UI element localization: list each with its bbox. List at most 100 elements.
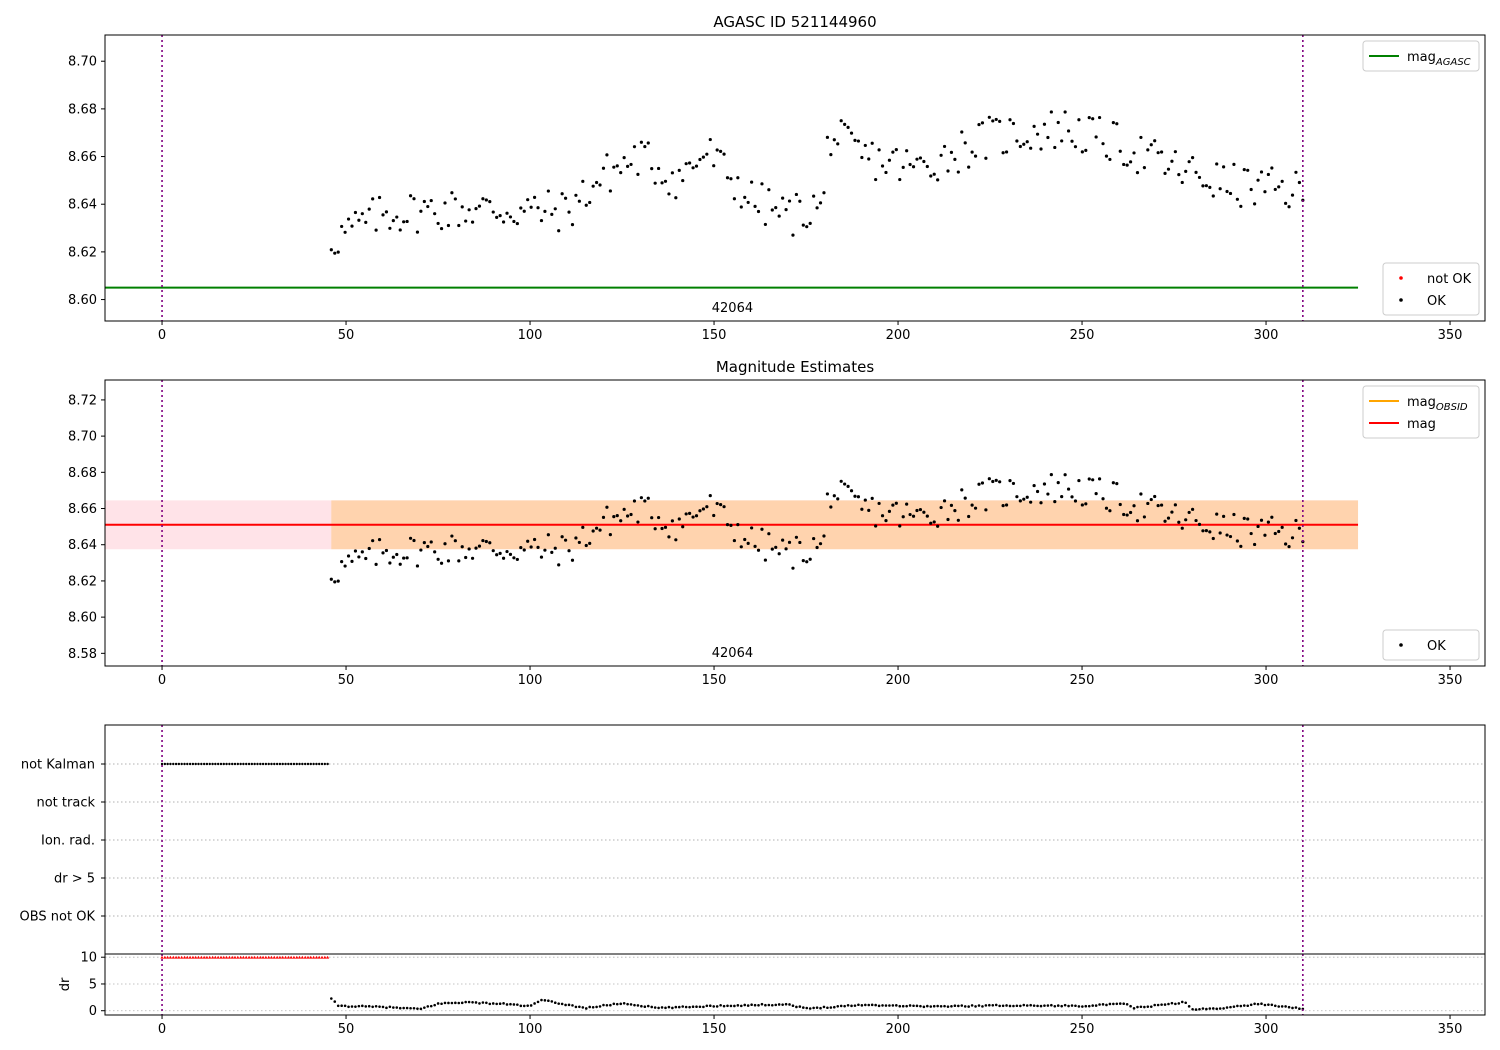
data-point (877, 148, 881, 152)
dr-point (595, 1005, 598, 1009)
dr-point (467, 1000, 471, 1004)
dr-point (340, 1004, 343, 1007)
data-point (484, 539, 488, 544)
dr-point (464, 1000, 467, 1004)
dr-point (846, 1003, 850, 1007)
data-point (1190, 507, 1195, 511)
dr-point (567, 1003, 571, 1007)
data-point (849, 489, 854, 493)
dr-point (1284, 1005, 1287, 1008)
data-point (532, 195, 537, 199)
data-point (670, 519, 674, 523)
data-point (1242, 167, 1246, 172)
data-point (1187, 510, 1191, 515)
dr-point (598, 1005, 602, 1008)
data-point (522, 548, 526, 552)
dr-point (888, 1004, 891, 1007)
dr-point (684, 1005, 688, 1009)
data-point (1180, 526, 1184, 530)
flag-point (281, 762, 284, 766)
data-point (970, 150, 974, 154)
data-point (1204, 529, 1208, 533)
data-point (408, 194, 413, 198)
data-point (439, 226, 444, 231)
dr-point (936, 1004, 939, 1008)
data-point (467, 547, 471, 551)
dr-point (898, 1004, 902, 1008)
flag-point (264, 762, 268, 766)
dr-capped-point (208, 955, 212, 959)
dr-point (1050, 1003, 1053, 1007)
data-point (915, 157, 919, 161)
data-point (377, 538, 382, 542)
dr-point (584, 1007, 588, 1010)
dr-point (874, 1003, 877, 1007)
dr-point (1125, 1003, 1129, 1006)
dr-point (1163, 1003, 1167, 1006)
dr-point (1294, 1006, 1298, 1009)
flag-point (284, 762, 287, 766)
data-point (781, 196, 785, 200)
dr-capped-point (213, 955, 217, 959)
dr-point (850, 1004, 853, 1008)
data-point (1294, 170, 1298, 174)
data-point (443, 201, 447, 205)
data-point (977, 482, 981, 486)
dr-point (609, 1003, 612, 1007)
data-point (333, 251, 337, 255)
data-point (519, 206, 523, 210)
data-point (1184, 518, 1188, 522)
dr-point (853, 1004, 857, 1007)
data-point (770, 547, 774, 551)
dr-point (915, 1004, 919, 1008)
dr-point (498, 1002, 502, 1005)
data-point (1163, 519, 1167, 523)
data-point (1263, 190, 1267, 194)
flag-point (270, 762, 273, 766)
data-point (581, 179, 585, 183)
dr-point (1198, 1007, 1201, 1011)
data-point (1287, 205, 1291, 209)
dr-point (354, 1005, 357, 1008)
dr-point (857, 1003, 860, 1007)
data-point (939, 153, 943, 157)
data-point (698, 157, 702, 162)
flag-point (200, 762, 203, 766)
data-point (1177, 520, 1181, 524)
dr-point (1239, 1004, 1243, 1008)
dr-point (1081, 1005, 1084, 1008)
data-point (987, 477, 991, 481)
dr-point (419, 1007, 423, 1011)
data-point (536, 206, 540, 210)
data-point (453, 539, 457, 543)
dr-point (1060, 1004, 1063, 1008)
dr-capped-point (160, 955, 164, 959)
dr-point (1277, 1005, 1281, 1008)
dr-point (1149, 1005, 1153, 1008)
data-point (942, 499, 947, 503)
data-point (963, 141, 967, 145)
data-point (732, 197, 736, 201)
dr-point (1139, 1005, 1143, 1009)
dr-point (633, 1003, 636, 1007)
dr-point (529, 1004, 533, 1007)
flag-point (242, 762, 245, 766)
dr-point (650, 1005, 654, 1009)
dr-point (967, 1005, 970, 1008)
data-point (395, 215, 399, 219)
data-point (684, 512, 688, 516)
data-point (1201, 529, 1205, 533)
dr-point (815, 1006, 819, 1009)
x-tick-label: 100 (518, 1022, 543, 1037)
data-point (942, 144, 947, 149)
data-point (1018, 499, 1022, 503)
dr-point (347, 1005, 350, 1009)
data-point (491, 210, 495, 214)
data-point (815, 545, 819, 550)
data-point (839, 119, 843, 123)
data-point (1084, 502, 1088, 506)
data-point (1159, 503, 1164, 507)
data-point (701, 507, 705, 511)
data-point (918, 156, 923, 160)
data-point (839, 479, 843, 483)
